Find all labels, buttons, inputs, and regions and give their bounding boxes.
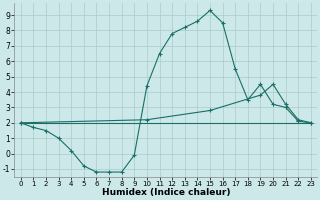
X-axis label: Humidex (Indice chaleur): Humidex (Indice chaleur) bbox=[101, 188, 230, 197]
